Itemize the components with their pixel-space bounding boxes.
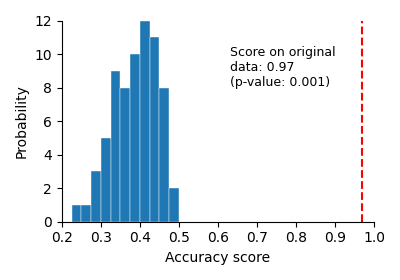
Bar <box>101 138 111 222</box>
X-axis label: Accuracy score: Accuracy score <box>165 251 270 265</box>
Bar <box>111 71 120 222</box>
Bar <box>91 171 101 222</box>
Bar <box>130 54 140 222</box>
Bar <box>120 88 130 222</box>
Bar <box>140 20 150 222</box>
Bar <box>72 205 82 222</box>
Text: Score on original
data: 0.97
(p-value: 0.001): Score on original data: 0.97 (p-value: 0… <box>230 46 335 89</box>
Y-axis label: Probability: Probability <box>15 84 29 158</box>
Bar <box>169 188 179 222</box>
Bar <box>160 88 169 222</box>
Bar <box>150 37 160 222</box>
Bar <box>82 205 91 222</box>
